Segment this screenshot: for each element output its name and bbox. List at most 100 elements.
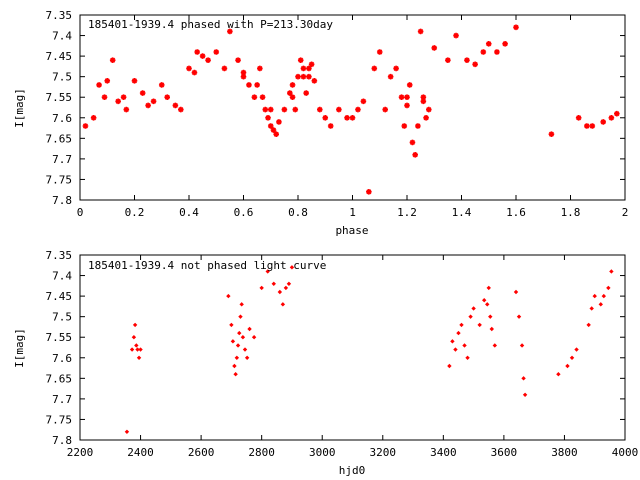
y-tick-label: 7.55 <box>46 331 73 344</box>
data-point <box>104 77 111 84</box>
data-point <box>360 98 367 105</box>
data-point <box>82 123 89 129</box>
data-point <box>273 131 279 138</box>
data-point <box>485 302 490 307</box>
data-point <box>242 347 248 352</box>
data-point <box>465 355 470 360</box>
data-point <box>355 106 361 113</box>
data-point <box>109 57 116 64</box>
data-point <box>265 269 270 274</box>
data-point <box>462 343 467 348</box>
data-point <box>306 65 312 72</box>
data-point <box>131 77 138 84</box>
data-point <box>150 98 157 105</box>
unphased-light-curve-panel: 2200 2400 2600 2800 3000 3200 3400 3600 3800 4000… <box>13 249 638 477</box>
data-point <box>317 106 323 113</box>
data-point <box>382 106 388 113</box>
x-tick-label: 3000 <box>309 446 336 459</box>
data-point <box>349 114 356 121</box>
y-tick-label: 7.5 <box>52 71 72 84</box>
y-axis-label: I[mag] <box>13 328 26 368</box>
data-point <box>120 94 127 101</box>
data-point <box>240 69 247 76</box>
data-point <box>589 123 596 129</box>
data-point <box>406 82 413 88</box>
data-point <box>409 139 416 146</box>
data-point <box>131 335 137 340</box>
y-tick-label: 7.35 <box>46 249 73 262</box>
data-point <box>600 119 606 125</box>
data-point <box>134 343 139 348</box>
data-point <box>229 322 234 328</box>
data-point <box>417 28 424 35</box>
data-point <box>366 188 372 195</box>
data-point <box>415 123 421 129</box>
data-point <box>235 57 241 64</box>
x-tick-label: 2600 <box>188 446 215 459</box>
data-point <box>450 339 455 344</box>
x-tick-label: 2800 <box>248 446 275 459</box>
y-tick-label: 7.7 <box>52 153 72 166</box>
x-tick-label: 1.2 <box>397 206 417 219</box>
data-point <box>115 98 121 105</box>
x-tick-label: 0 <box>77 206 84 219</box>
x-tick-label: 1 <box>349 206 356 219</box>
data-point <box>262 106 269 113</box>
chart-title: 185401-1939.4 phased with P=213.30day <box>88 18 333 31</box>
y-tick-label: 7.8 <box>52 434 72 447</box>
data-point <box>404 94 410 101</box>
data-point <box>502 40 508 47</box>
data-point <box>227 28 233 35</box>
data-point <box>259 285 264 291</box>
data-point <box>289 94 296 101</box>
y-tick-label: 7.7 <box>52 393 72 406</box>
data-point <box>322 114 329 121</box>
data-point <box>276 119 282 125</box>
data-point <box>232 363 237 369</box>
data-points <box>82 24 620 195</box>
data-point <box>265 114 271 121</box>
data-point <box>486 285 491 291</box>
data-point <box>459 322 464 328</box>
y-tick-label: 7.75 <box>46 413 73 426</box>
data-point <box>494 49 500 55</box>
chart-title: 185401-1939.4 not phased light curve <box>88 259 326 272</box>
y-tick-label: 7.65 <box>46 372 73 385</box>
x-tick-label: 0.8 <box>288 206 308 219</box>
x-tick-label: 2400 <box>127 446 154 459</box>
data-point <box>513 289 519 295</box>
y-tick-label: 7.45 <box>46 290 73 303</box>
data-point <box>468 314 473 319</box>
data-point <box>277 289 283 295</box>
data-point <box>489 326 494 332</box>
data-point <box>244 355 250 360</box>
y-tick-label: 7.8 <box>52 194 72 207</box>
y-tick-label: 7.35 <box>46 9 73 22</box>
data-point <box>135 347 140 352</box>
x-ticks: 2200 2400 2600 2800 3000 3200 3400 3600 3800 4000 <box>67 255 638 459</box>
data-point <box>129 347 135 352</box>
data-point <box>101 94 108 101</box>
data-point <box>286 281 292 286</box>
y-axis-label: I[mag] <box>13 88 26 128</box>
data-point <box>336 106 342 113</box>
x-tick-label: 3600 <box>491 446 518 459</box>
x-tick-label: 0.6 <box>234 206 254 219</box>
data-point <box>297 57 304 64</box>
x-tick-label: 3800 <box>551 446 578 459</box>
data-point <box>259 94 266 101</box>
data-point <box>327 123 334 129</box>
x-tick-label: 1.6 <box>506 206 526 219</box>
y-tick-label: 7.6 <box>52 112 72 125</box>
x-tick-label: 2 <box>622 206 629 219</box>
data-point <box>614 110 620 117</box>
data-point <box>453 347 458 352</box>
data-point <box>199 53 206 59</box>
data-point <box>136 355 142 360</box>
data-point <box>519 343 525 348</box>
data-point <box>608 114 615 121</box>
data-point <box>420 94 427 101</box>
data-point <box>308 61 315 68</box>
data-point <box>609 269 614 274</box>
data-point <box>445 57 451 64</box>
